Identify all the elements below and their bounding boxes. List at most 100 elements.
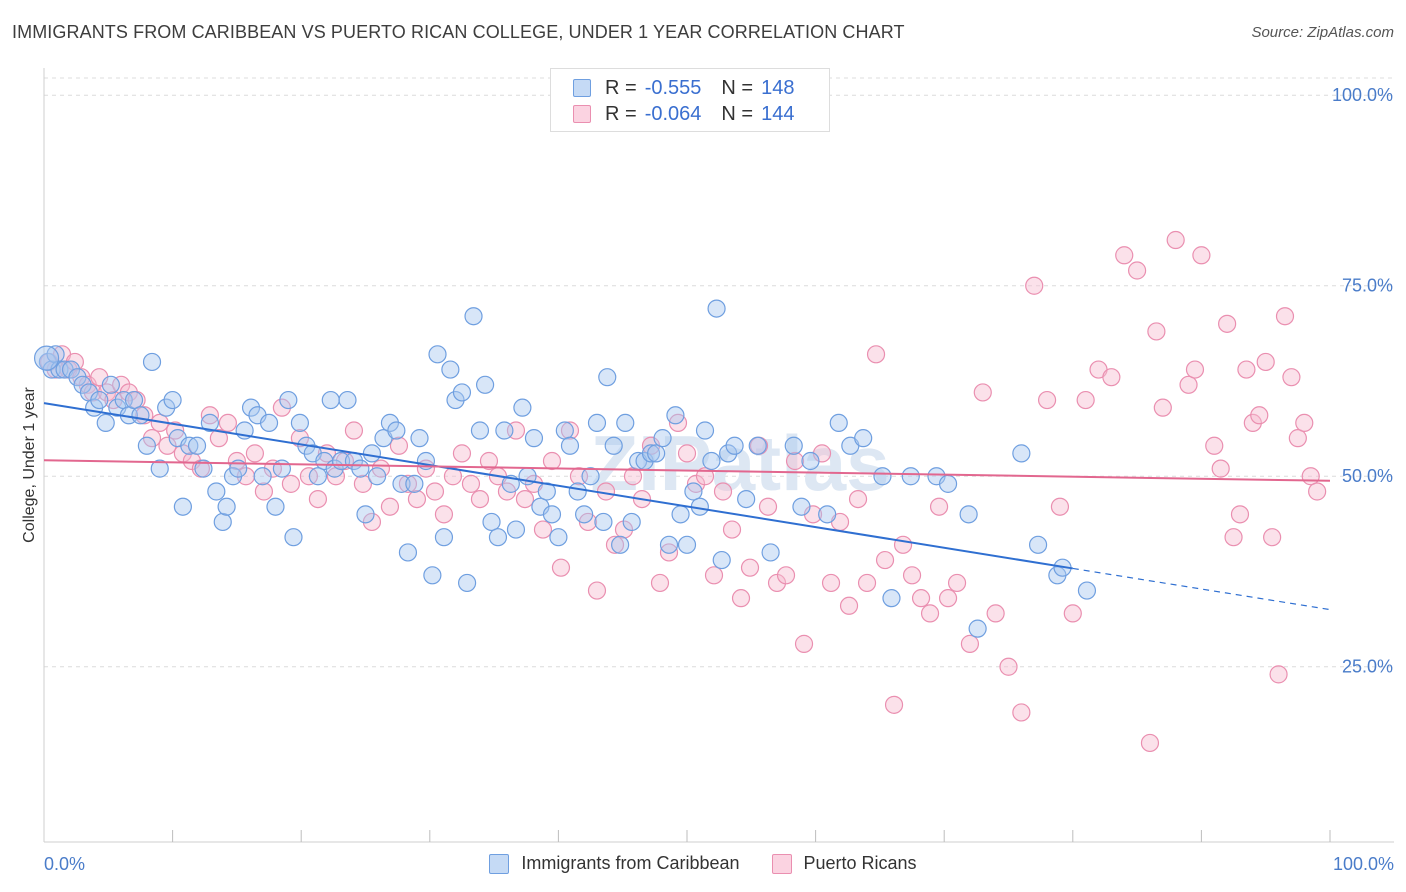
data-point (90, 390, 109, 410)
y-axis-label: College, Under 1 year (21, 387, 38, 543)
data-point (217, 497, 236, 516)
data-point (560, 421, 580, 440)
data-point (1127, 261, 1147, 280)
data-point (353, 474, 373, 493)
legend-swatch-blue (573, 79, 591, 97)
data-point (173, 497, 192, 516)
data-point (142, 352, 162, 372)
data-point (960, 634, 980, 653)
data-point (1115, 246, 1134, 265)
data-point (873, 467, 892, 486)
data-point (1028, 535, 1048, 554)
data-point (380, 497, 400, 516)
data-point (740, 558, 760, 577)
data-point (902, 566, 922, 585)
data-point (1012, 444, 1031, 463)
data-point (398, 474, 418, 493)
legend-r-label: R = (605, 102, 637, 125)
data-point (671, 505, 690, 524)
x-tick-label-min: 0.0% (44, 854, 85, 874)
data-point (748, 436, 767, 455)
data-point (973, 383, 992, 402)
data-point (495, 421, 514, 440)
data-point (801, 451, 820, 471)
data-point (702, 451, 721, 471)
data-point (410, 429, 429, 448)
data-point (434, 528, 454, 547)
legend-item-caribbean[interactable]: Immigrants from Caribbean (489, 853, 740, 874)
data-point (124, 390, 144, 410)
correlation-legend: R = -0.555 N = 148 R = -0.064 N = 144 (550, 68, 830, 132)
data-point (575, 505, 594, 524)
data-point (423, 566, 442, 585)
data-point (308, 467, 328, 486)
data-point (725, 436, 744, 455)
data-point (533, 520, 553, 539)
data-point (1256, 352, 1275, 372)
data-point (722, 520, 742, 539)
data-point (594, 512, 613, 532)
legend-item-puerto-ricans[interactable]: Puerto Ricans (771, 853, 917, 874)
data-point (542, 505, 562, 524)
data-point (758, 497, 778, 516)
data-point (1077, 581, 1097, 600)
y-tick-label: 75.0% (1342, 276, 1393, 296)
data-point (986, 604, 1005, 623)
data-point (792, 497, 811, 516)
data-point (1140, 733, 1160, 753)
data-point (441, 360, 460, 379)
data-point (622, 512, 641, 532)
data-point (1012, 703, 1031, 722)
data-point (737, 490, 756, 509)
data-point (1179, 375, 1198, 394)
data-point (839, 596, 859, 615)
data-point (1050, 497, 1070, 516)
data-point (854, 429, 873, 448)
data-point (488, 528, 508, 547)
data-point (647, 444, 666, 463)
data-point (284, 528, 303, 547)
data-point (461, 474, 481, 493)
data-point (713, 482, 733, 501)
data-point (650, 573, 670, 593)
data-point (281, 474, 301, 493)
legend-swatch-pink (771, 853, 792, 874)
data-point (470, 421, 490, 440)
data-point (829, 413, 848, 432)
data-point (506, 520, 526, 539)
data-point (254, 482, 274, 501)
data-point (1211, 459, 1230, 478)
data-point (338, 390, 357, 410)
y-tick-label: 100.0% (1332, 85, 1393, 105)
data-point (604, 436, 623, 455)
data-point (821, 573, 841, 593)
data-point (405, 474, 424, 493)
data-point (513, 398, 532, 417)
y-tick-label: 25.0% (1342, 657, 1393, 677)
data-point (524, 429, 544, 448)
data-point (666, 406, 685, 425)
data-point (707, 299, 726, 318)
legend-row-caribbean: R = -0.555 N = 148 (573, 77, 794, 99)
data-point (884, 695, 904, 714)
legend-n-value: 148 (761, 76, 795, 99)
data-point (308, 490, 328, 509)
data-point (587, 413, 607, 432)
data-point (695, 421, 715, 440)
data-point (1218, 314, 1237, 333)
data-point (1063, 604, 1082, 623)
legend-row-puerto-ricans: R = -0.064 N = 144 (573, 103, 794, 125)
data-point (446, 390, 465, 410)
source-label: Source: ZipAtlas.com (1251, 24, 1394, 41)
legend-n-label: N = (721, 102, 754, 125)
data-point (475, 375, 495, 394)
data-point (959, 505, 978, 524)
data-point (398, 543, 418, 562)
data-point (452, 383, 472, 402)
y-tick-label: 50.0% (1342, 466, 1393, 486)
data-point (1037, 390, 1057, 410)
data-point (245, 444, 265, 463)
legend-label-caribbean: Immigrants from Caribbean (521, 853, 740, 873)
data-point (33, 345, 60, 371)
